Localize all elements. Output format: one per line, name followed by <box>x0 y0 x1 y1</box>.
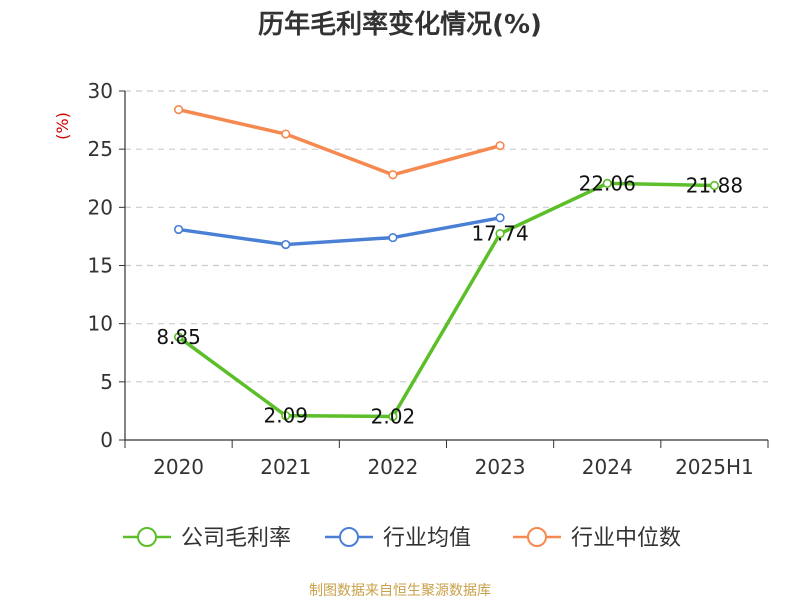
x-tick-label: 2025H1 <box>675 455 754 479</box>
data-point <box>173 105 184 115</box>
data-point <box>281 129 291 139</box>
y-tick-label: 25 <box>88 137 113 161</box>
y-tick-label: 30 <box>88 79 113 103</box>
data-point <box>388 232 398 243</box>
y-tick-label: 0 <box>100 428 113 452</box>
data-label: 17.74 <box>471 222 528 246</box>
legend-marker <box>137 527 157 547</box>
data-point <box>495 213 505 223</box>
legend-label: 公司毛利率 <box>181 526 291 551</box>
y-tick-label: 15 <box>88 254 113 278</box>
data-label: 22.06 <box>579 171 636 195</box>
legend-label: 行业均值 <box>383 526 471 551</box>
series-line <box>176 107 502 177</box>
source-note: 制图数据来自恒生聚源数据库 <box>309 583 491 599</box>
legend-item[interactable]: 行业均值 <box>325 526 471 551</box>
series-line <box>176 216 502 247</box>
y-axis-unit-label: (%) <box>53 112 72 140</box>
data-label: 21.88 <box>686 173 743 197</box>
data-point <box>281 239 291 250</box>
data-point <box>388 170 398 180</box>
x-tick-label: 2024 <box>582 455 633 479</box>
y-tick-label: 20 <box>88 195 113 219</box>
data-label: 8.85 <box>156 325 201 349</box>
data-point <box>495 229 505 239</box>
axes: 0 5 10 15 20 25 30 (%) 2020 2021 2022 2023 2024 2025H… <box>53 79 769 479</box>
legend-marker <box>339 527 359 547</box>
x-tick-label: 2022 <box>367 455 418 479</box>
y-tick-label: 10 <box>88 312 113 336</box>
data-point <box>602 178 612 188</box>
data-point <box>388 411 398 422</box>
legend-marker <box>527 527 547 547</box>
data-labels: 8.85 2.09 2.02 17.74 22.06 21.88 <box>156 171 743 428</box>
legend[interactable]: 公司毛利率 行业均值 行业中位数 <box>123 526 681 551</box>
data-point <box>173 224 184 235</box>
series-layer <box>173 105 720 422</box>
x-tick-label: 2020 <box>153 455 204 479</box>
data-point <box>495 141 505 151</box>
data-label: 2.02 <box>371 405 416 429</box>
data-point <box>709 180 720 191</box>
x-tick-label: 2023 <box>475 455 526 479</box>
x-tick-label: 2021 <box>260 455 311 479</box>
chart-title: 历年毛利率变化情况(%) <box>258 10 542 40</box>
data-point <box>281 411 291 421</box>
legend-item[interactable]: 公司毛利率 <box>123 526 291 551</box>
y-tick-label: 5 <box>100 370 113 394</box>
data-point <box>173 332 184 342</box>
legend-item[interactable]: 行业中位数 <box>513 526 681 551</box>
data-label: 2.09 <box>263 404 308 428</box>
legend-label: 行业中位数 <box>571 526 681 551</box>
series-line <box>176 181 717 419</box>
